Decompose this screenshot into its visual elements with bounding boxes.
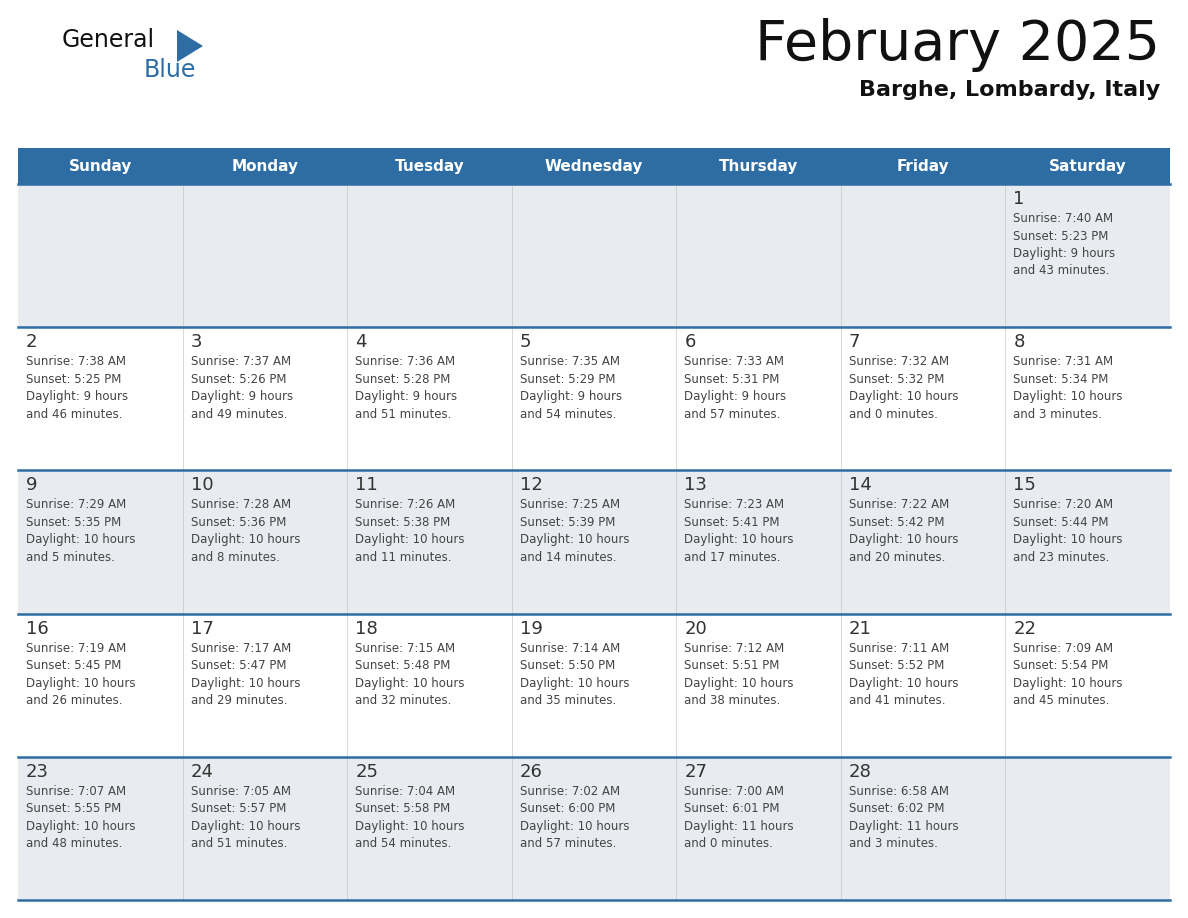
Text: 14: 14 xyxy=(849,476,872,495)
Text: Sunrise: 7:40 AM
Sunset: 5:23 PM
Daylight: 9 hours
and 43 minutes.: Sunrise: 7:40 AM Sunset: 5:23 PM Dayligh… xyxy=(1013,212,1116,277)
Text: 5: 5 xyxy=(519,333,531,352)
Polygon shape xyxy=(177,30,203,62)
Text: Saturday: Saturday xyxy=(1049,159,1126,174)
Text: Sunrise: 6:58 AM
Sunset: 6:02 PM
Daylight: 11 hours
and 3 minutes.: Sunrise: 6:58 AM Sunset: 6:02 PM Dayligh… xyxy=(849,785,959,850)
Text: Sunrise: 7:22 AM
Sunset: 5:42 PM
Daylight: 10 hours
and 20 minutes.: Sunrise: 7:22 AM Sunset: 5:42 PM Dayligh… xyxy=(849,498,959,564)
Text: Sunrise: 7:12 AM
Sunset: 5:51 PM
Daylight: 10 hours
and 38 minutes.: Sunrise: 7:12 AM Sunset: 5:51 PM Dayligh… xyxy=(684,642,794,707)
Text: Sunrise: 7:37 AM
Sunset: 5:26 PM
Daylight: 9 hours
and 49 minutes.: Sunrise: 7:37 AM Sunset: 5:26 PM Dayligh… xyxy=(190,355,292,420)
Text: Sunrise: 7:26 AM
Sunset: 5:38 PM
Daylight: 10 hours
and 11 minutes.: Sunrise: 7:26 AM Sunset: 5:38 PM Dayligh… xyxy=(355,498,465,564)
Text: Blue: Blue xyxy=(144,58,196,82)
Text: Sunrise: 7:17 AM
Sunset: 5:47 PM
Daylight: 10 hours
and 29 minutes.: Sunrise: 7:17 AM Sunset: 5:47 PM Dayligh… xyxy=(190,642,301,707)
Text: 10: 10 xyxy=(190,476,213,495)
Text: 24: 24 xyxy=(190,763,214,781)
Text: Sunrise: 7:28 AM
Sunset: 5:36 PM
Daylight: 10 hours
and 8 minutes.: Sunrise: 7:28 AM Sunset: 5:36 PM Dayligh… xyxy=(190,498,301,564)
Text: Sunrise: 7:09 AM
Sunset: 5:54 PM
Daylight: 10 hours
and 45 minutes.: Sunrise: 7:09 AM Sunset: 5:54 PM Dayligh… xyxy=(1013,642,1123,707)
Text: 13: 13 xyxy=(684,476,707,495)
Text: Sunrise: 7:19 AM
Sunset: 5:45 PM
Daylight: 10 hours
and 26 minutes.: Sunrise: 7:19 AM Sunset: 5:45 PM Dayligh… xyxy=(26,642,135,707)
Text: 16: 16 xyxy=(26,620,49,638)
Text: Sunrise: 7:33 AM
Sunset: 5:31 PM
Daylight: 9 hours
and 57 minutes.: Sunrise: 7:33 AM Sunset: 5:31 PM Dayligh… xyxy=(684,355,786,420)
Text: 6: 6 xyxy=(684,333,696,352)
Text: 12: 12 xyxy=(519,476,543,495)
Text: 19: 19 xyxy=(519,620,543,638)
Text: February 2025: February 2025 xyxy=(756,18,1159,72)
Bar xyxy=(841,148,1005,184)
Bar xyxy=(18,148,183,184)
Text: Monday: Monday xyxy=(232,159,298,174)
Text: General: General xyxy=(62,28,156,52)
Text: Friday: Friday xyxy=(897,159,949,174)
Text: 15: 15 xyxy=(1013,476,1036,495)
Text: Sunrise: 7:04 AM
Sunset: 5:58 PM
Daylight: 10 hours
and 54 minutes.: Sunrise: 7:04 AM Sunset: 5:58 PM Dayligh… xyxy=(355,785,465,850)
Text: 27: 27 xyxy=(684,763,707,781)
Text: Sunday: Sunday xyxy=(69,159,132,174)
Text: Sunrise: 7:05 AM
Sunset: 5:57 PM
Daylight: 10 hours
and 51 minutes.: Sunrise: 7:05 AM Sunset: 5:57 PM Dayligh… xyxy=(190,785,301,850)
Text: 26: 26 xyxy=(519,763,543,781)
Bar xyxy=(18,470,1170,613)
Text: 7: 7 xyxy=(849,333,860,352)
Text: Sunrise: 7:25 AM
Sunset: 5:39 PM
Daylight: 10 hours
and 14 minutes.: Sunrise: 7:25 AM Sunset: 5:39 PM Dayligh… xyxy=(519,498,630,564)
Text: Tuesday: Tuesday xyxy=(394,159,465,174)
Text: Sunrise: 7:15 AM
Sunset: 5:48 PM
Daylight: 10 hours
and 32 minutes.: Sunrise: 7:15 AM Sunset: 5:48 PM Dayligh… xyxy=(355,642,465,707)
Text: Thursday: Thursday xyxy=(719,159,798,174)
Text: 28: 28 xyxy=(849,763,872,781)
Text: Sunrise: 7:07 AM
Sunset: 5:55 PM
Daylight: 10 hours
and 48 minutes.: Sunrise: 7:07 AM Sunset: 5:55 PM Dayligh… xyxy=(26,785,135,850)
Text: Sunrise: 7:29 AM
Sunset: 5:35 PM
Daylight: 10 hours
and 5 minutes.: Sunrise: 7:29 AM Sunset: 5:35 PM Dayligh… xyxy=(26,498,135,564)
Text: Sunrise: 7:32 AM
Sunset: 5:32 PM
Daylight: 10 hours
and 0 minutes.: Sunrise: 7:32 AM Sunset: 5:32 PM Dayligh… xyxy=(849,355,959,420)
Bar xyxy=(183,148,347,184)
Bar xyxy=(18,184,1170,327)
Text: Sunrise: 7:36 AM
Sunset: 5:28 PM
Daylight: 9 hours
and 51 minutes.: Sunrise: 7:36 AM Sunset: 5:28 PM Dayligh… xyxy=(355,355,457,420)
Text: 2: 2 xyxy=(26,333,38,352)
Bar xyxy=(18,756,1170,900)
Text: 22: 22 xyxy=(1013,620,1036,638)
Text: Sunrise: 7:02 AM
Sunset: 6:00 PM
Daylight: 10 hours
and 57 minutes.: Sunrise: 7:02 AM Sunset: 6:00 PM Dayligh… xyxy=(519,785,630,850)
Text: 20: 20 xyxy=(684,620,707,638)
Text: Barghe, Lombardy, Italy: Barghe, Lombardy, Italy xyxy=(859,80,1159,100)
Text: 3: 3 xyxy=(190,333,202,352)
Bar xyxy=(512,148,676,184)
Text: 25: 25 xyxy=(355,763,378,781)
Text: 4: 4 xyxy=(355,333,367,352)
Bar xyxy=(18,327,1170,470)
Text: Sunrise: 7:14 AM
Sunset: 5:50 PM
Daylight: 10 hours
and 35 minutes.: Sunrise: 7:14 AM Sunset: 5:50 PM Dayligh… xyxy=(519,642,630,707)
Text: Sunrise: 7:20 AM
Sunset: 5:44 PM
Daylight: 10 hours
and 23 minutes.: Sunrise: 7:20 AM Sunset: 5:44 PM Dayligh… xyxy=(1013,498,1123,564)
Text: 23: 23 xyxy=(26,763,49,781)
Text: Sunrise: 7:31 AM
Sunset: 5:34 PM
Daylight: 10 hours
and 3 minutes.: Sunrise: 7:31 AM Sunset: 5:34 PM Dayligh… xyxy=(1013,355,1123,420)
Bar xyxy=(676,148,841,184)
Text: 8: 8 xyxy=(1013,333,1025,352)
Text: Sunrise: 7:35 AM
Sunset: 5:29 PM
Daylight: 9 hours
and 54 minutes.: Sunrise: 7:35 AM Sunset: 5:29 PM Dayligh… xyxy=(519,355,621,420)
Text: Sunrise: 7:23 AM
Sunset: 5:41 PM
Daylight: 10 hours
and 17 minutes.: Sunrise: 7:23 AM Sunset: 5:41 PM Dayligh… xyxy=(684,498,794,564)
Bar xyxy=(18,613,1170,756)
Text: 11: 11 xyxy=(355,476,378,495)
Text: 17: 17 xyxy=(190,620,214,638)
Bar xyxy=(1005,148,1170,184)
Text: 9: 9 xyxy=(26,476,38,495)
Text: Sunrise: 7:38 AM
Sunset: 5:25 PM
Daylight: 9 hours
and 46 minutes.: Sunrise: 7:38 AM Sunset: 5:25 PM Dayligh… xyxy=(26,355,128,420)
Text: 18: 18 xyxy=(355,620,378,638)
Bar xyxy=(347,148,512,184)
Text: Sunrise: 7:11 AM
Sunset: 5:52 PM
Daylight: 10 hours
and 41 minutes.: Sunrise: 7:11 AM Sunset: 5:52 PM Dayligh… xyxy=(849,642,959,707)
Text: Wednesday: Wednesday xyxy=(545,159,643,174)
Text: 21: 21 xyxy=(849,620,872,638)
Text: 1: 1 xyxy=(1013,190,1025,208)
Text: Sunrise: 7:00 AM
Sunset: 6:01 PM
Daylight: 11 hours
and 0 minutes.: Sunrise: 7:00 AM Sunset: 6:01 PM Dayligh… xyxy=(684,785,794,850)
